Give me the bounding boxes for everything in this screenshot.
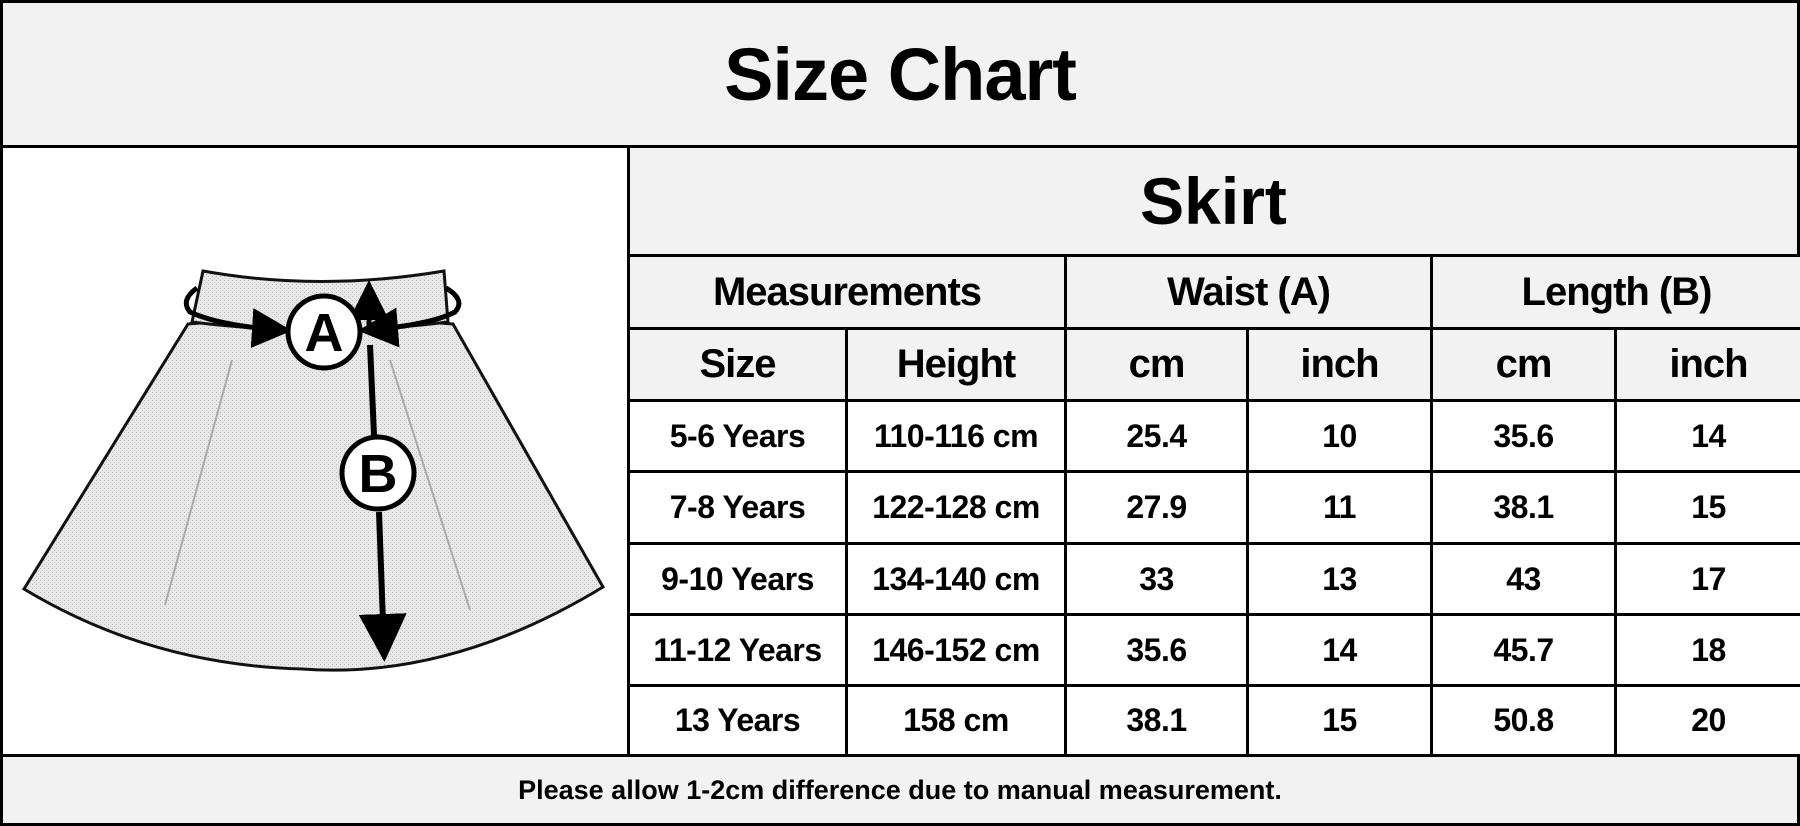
table-cell: 15 [1614,470,1800,545]
table-cell: 14 [1246,613,1433,687]
column-header: cm [1064,327,1249,402]
table-cell: 45.7 [1430,613,1617,687]
label-a: A [305,303,344,363]
skirt-body [21,316,606,672]
column-header: inch [1614,327,1800,402]
table-cell: 50.8 [1430,684,1617,757]
table-cell: 158 cm [845,684,1067,757]
table-cell: 13 [1246,542,1433,616]
table-cell: 11 [1246,470,1433,545]
table-cell: 5-6 Years [627,399,848,473]
skirt-diagram: A B [21,269,606,672]
label-b: B [359,444,398,504]
table-cell: 15 [1246,684,1433,757]
column-header: Height [845,327,1067,402]
column-header: Size [627,327,848,402]
label-b-circle [339,434,417,512]
group-header: Waist (A) [1064,254,1433,330]
group-header: Length (B) [1430,254,1800,330]
footer-note: Please allow 1-2cm difference due to man… [0,754,1800,826]
table-cell: 14 [1614,399,1800,473]
table-cell: 146-152 cm [845,613,1067,687]
table-cell: 35.6 [1430,399,1617,473]
table-cell: 17 [1614,542,1800,616]
table-cell: 20 [1614,684,1800,757]
table-cell: 43 [1430,542,1617,616]
table-cell: 11-12 Years [627,613,848,687]
table-cell: 110-116 cm [845,399,1067,473]
table-cell: 10 [1246,399,1433,473]
group-header: Measurements [627,254,1067,330]
table-cell: 25.4 [1064,399,1249,473]
table-cell: 134-140 cm [845,542,1067,616]
column-header: inch [1246,327,1433,402]
table-cell: 9-10 Years [627,542,848,616]
product-title: Skirt [627,145,1800,257]
table-cell: 38.1 [1430,470,1617,545]
table-cell: 7-8 Years [627,470,848,545]
table-cell: 33 [1064,542,1249,616]
label-a-circle [285,293,363,371]
table-cell: 13 Years [627,684,848,757]
table-cell: 122-128 cm [845,470,1067,545]
table-cell: 38.1 [1064,684,1249,757]
page-title: Size Chart [0,0,1800,148]
table-cell: 27.9 [1064,470,1249,545]
column-header: cm [1430,327,1617,402]
table-cell: 18 [1614,613,1800,687]
table-cell: 35.6 [1064,613,1249,687]
